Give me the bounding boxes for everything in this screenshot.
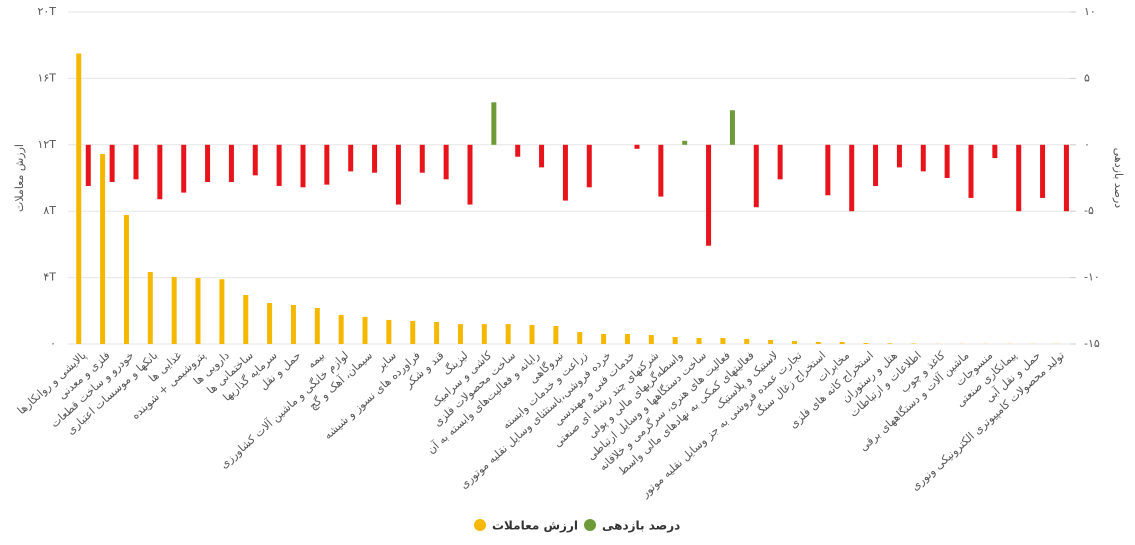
bar bbox=[815, 342, 821, 344]
bar bbox=[553, 326, 559, 344]
bar bbox=[362, 316, 368, 344]
bar bbox=[100, 153, 106, 344]
bar bbox=[338, 314, 344, 344]
y-tick-label: ۴T bbox=[43, 271, 56, 284]
bar bbox=[147, 271, 153, 344]
bar bbox=[658, 144, 664, 197]
bar bbox=[457, 324, 463, 344]
legend-swatch bbox=[584, 519, 596, 531]
bar bbox=[720, 338, 726, 344]
y-tick-label: ۰ bbox=[50, 337, 56, 350]
y2-axis-label: درصد بازدهی bbox=[1112, 148, 1125, 209]
y-axis-label: ارزش معاملات bbox=[13, 144, 26, 212]
bar bbox=[386, 319, 392, 344]
y2-tick-label: ۰ bbox=[1084, 138, 1090, 151]
bar bbox=[243, 295, 249, 344]
bar bbox=[219, 279, 225, 344]
bar bbox=[300, 144, 306, 188]
legend-label: درصد بازدهی bbox=[602, 519, 680, 533]
y-tick-label: ۲۰T bbox=[37, 5, 56, 18]
bar bbox=[849, 144, 855, 212]
bar bbox=[515, 144, 521, 157]
bar bbox=[252, 144, 258, 176]
bar bbox=[290, 304, 296, 344]
bar bbox=[443, 144, 449, 180]
bar bbox=[505, 324, 511, 344]
bar bbox=[1063, 144, 1069, 212]
bar bbox=[839, 342, 845, 344]
bar bbox=[768, 340, 774, 344]
bar bbox=[123, 215, 129, 344]
bar bbox=[324, 144, 330, 185]
bar bbox=[419, 144, 425, 173]
bar bbox=[481, 324, 487, 344]
bar bbox=[434, 321, 440, 344]
bar bbox=[944, 144, 950, 178]
bar bbox=[706, 144, 712, 246]
bar bbox=[195, 277, 201, 344]
bar bbox=[467, 144, 473, 205]
bar bbox=[529, 324, 535, 344]
bar bbox=[85, 144, 91, 186]
bar bbox=[410, 320, 416, 344]
bar bbox=[777, 144, 783, 180]
bar bbox=[157, 144, 163, 200]
bar bbox=[624, 334, 630, 344]
bar bbox=[887, 343, 893, 344]
bar bbox=[314, 307, 320, 344]
legend-swatch bbox=[474, 519, 486, 531]
bar bbox=[133, 144, 139, 180]
bar bbox=[205, 144, 211, 182]
y2-tick-label: -۱۵ bbox=[1084, 337, 1100, 350]
y-tick-label: ۱۶T bbox=[37, 71, 56, 84]
bar bbox=[920, 144, 926, 172]
bar bbox=[863, 343, 869, 344]
bar bbox=[1040, 144, 1046, 198]
bar bbox=[634, 144, 640, 149]
bar bbox=[791, 341, 797, 344]
bar bbox=[562, 144, 568, 201]
bar bbox=[228, 144, 234, 182]
bar bbox=[577, 332, 583, 344]
bar bbox=[348, 144, 354, 172]
bar bbox=[109, 144, 115, 182]
bar bbox=[395, 144, 401, 205]
bar bbox=[744, 339, 750, 344]
y2-tick-label: -۱۰ bbox=[1084, 271, 1100, 284]
bar bbox=[968, 144, 974, 198]
bar bbox=[491, 102, 497, 145]
y2-tick-label: -۵ bbox=[1084, 204, 1094, 217]
bar bbox=[586, 144, 592, 188]
bar bbox=[1016, 144, 1022, 212]
bar bbox=[729, 110, 735, 145]
bar bbox=[171, 276, 177, 344]
bar bbox=[672, 337, 678, 344]
bar bbox=[873, 144, 879, 186]
bar bbox=[682, 140, 688, 145]
y-tick-label: ۱۲T bbox=[37, 138, 56, 151]
bar bbox=[648, 335, 654, 344]
bar bbox=[267, 302, 273, 344]
y2-tick-label: ۱۰ bbox=[1084, 5, 1096, 18]
y2-tick-label: ۵ bbox=[1084, 71, 1090, 84]
bar bbox=[896, 144, 902, 168]
bar bbox=[372, 144, 378, 173]
bar bbox=[76, 53, 82, 344]
bar bbox=[181, 144, 187, 193]
bar bbox=[825, 144, 831, 196]
bar bbox=[601, 334, 607, 344]
bar bbox=[992, 144, 998, 159]
legend-label: ارزش معاملات bbox=[492, 519, 578, 533]
bar bbox=[696, 338, 702, 344]
bar bbox=[276, 144, 282, 186]
bar bbox=[539, 144, 545, 168]
bar bbox=[753, 144, 759, 208]
y-tick-label: ۸T bbox=[43, 204, 56, 217]
